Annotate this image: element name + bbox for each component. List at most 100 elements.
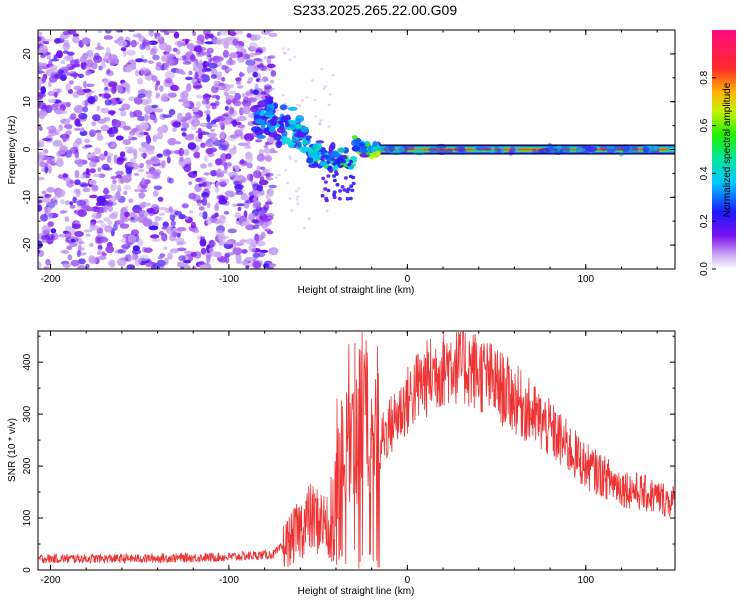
spectrogram-cell xyxy=(206,47,214,54)
spectrogram-cell xyxy=(82,106,89,113)
spectrogram-cell xyxy=(396,146,405,153)
spectrogram-cell xyxy=(293,133,300,137)
spectrogram-cell xyxy=(129,131,136,136)
spectrogram-cell xyxy=(220,130,226,140)
spectrogram-cell xyxy=(182,61,192,65)
spectrogram-cell xyxy=(44,193,52,198)
spectrogram-cell xyxy=(332,193,336,197)
spectrogram-cell xyxy=(62,50,69,54)
spectrogram-cell xyxy=(202,181,207,187)
spectrogram-cell xyxy=(201,191,210,198)
spectrogram-cell xyxy=(179,156,184,163)
spectrogram-cell xyxy=(131,164,139,168)
spectrogram-cell xyxy=(128,211,137,218)
spectrogram-cell xyxy=(65,231,72,240)
spectrogram-cell xyxy=(73,210,78,214)
spectrogram-cell xyxy=(148,225,159,231)
spectrogram-cell xyxy=(263,56,268,60)
spectrogram-cell xyxy=(46,187,55,193)
spectrogram-cell xyxy=(221,113,229,118)
spectrogram-cell xyxy=(228,90,237,95)
spectrogram-cell xyxy=(127,234,137,243)
spectrogram-cell xyxy=(103,117,111,122)
spectrogram-cell xyxy=(164,77,173,84)
spectrogram-cell xyxy=(334,170,339,174)
spectrogram-cell xyxy=(57,174,65,179)
spectrogram-cell xyxy=(178,147,184,157)
spectrogram-cell xyxy=(97,132,102,139)
spectrogram-cell xyxy=(303,226,307,230)
snr-frame xyxy=(37,330,676,571)
spectrogram-cell xyxy=(263,84,272,90)
spectrogram-cell xyxy=(173,211,183,216)
spectrogram-cell xyxy=(196,94,204,99)
spectrogram-cell xyxy=(185,76,193,81)
spectrogram-cell xyxy=(166,226,175,235)
spectrogram-cell xyxy=(115,170,124,176)
spectrogram-cell xyxy=(509,146,516,155)
spectrogram-cell xyxy=(147,60,154,64)
spectrogram-cell xyxy=(163,246,168,250)
spectrogram-cell xyxy=(137,78,144,85)
spectrogram-cell xyxy=(73,188,81,194)
spectrogram-cell xyxy=(191,118,201,127)
spectrogram-cell xyxy=(205,142,212,147)
spectrogram-cell xyxy=(139,43,146,50)
spectrogram-cell xyxy=(336,161,341,166)
spectrogram-cell xyxy=(183,259,192,264)
spectrogram-cell xyxy=(281,94,285,97)
spectrogram-cell xyxy=(173,31,180,39)
spectrogram-cell xyxy=(237,176,248,183)
spectrogram-cell xyxy=(224,252,234,256)
spectrogram-cell xyxy=(74,230,84,238)
spectrogram-cell xyxy=(89,242,94,248)
spectrogram-cell xyxy=(119,223,130,229)
spectrogram-cell xyxy=(140,184,148,189)
spectrogram-cell xyxy=(321,154,330,159)
spectrogram-cell xyxy=(332,162,337,166)
spectrogram-cell xyxy=(208,239,215,248)
spectrogram-cell xyxy=(177,40,183,48)
spectrogram-cell xyxy=(78,182,89,187)
spectrogram-cell xyxy=(274,176,278,179)
spectrogram-cell xyxy=(121,175,131,179)
spectrogram-cell xyxy=(104,99,112,106)
y-tick-label: -10 xyxy=(22,190,33,205)
spectrogram-cell xyxy=(446,148,453,153)
spectrogram-cell xyxy=(76,161,84,168)
spectrogram-cell xyxy=(377,147,385,152)
snr-panel: -200 -100 0 100 0 100 200 300 400 Height of str… xyxy=(7,330,676,597)
snr-x-axis: -200 -100 0 100 xyxy=(40,331,658,586)
spectrogram-cell xyxy=(134,258,142,267)
spectrogram-cell xyxy=(258,210,265,217)
spectrogram-cell xyxy=(87,96,96,105)
colorbar-label: Normalized spectral amplitude xyxy=(722,82,733,217)
spectrogram-cell xyxy=(258,166,266,170)
spectrogram-cell xyxy=(219,181,227,188)
spectrogram-cell xyxy=(192,107,199,113)
spectrogram-cell xyxy=(64,200,70,206)
colorbar-tick-label: 0.0 xyxy=(699,262,710,276)
spectrogram-cell xyxy=(199,122,209,127)
spectrogram-cell xyxy=(152,134,158,143)
spectrogram-cell xyxy=(135,69,139,77)
spectrogram-cell xyxy=(47,90,56,97)
spectrogram-cell xyxy=(199,264,208,269)
spectrogram-cell xyxy=(117,248,127,254)
x-tick-label: -100 xyxy=(219,575,239,586)
spectrogram-cell xyxy=(210,170,218,177)
spectrogram-cell xyxy=(200,142,206,148)
spectrogram-cell xyxy=(162,114,173,118)
spectrogram-cell xyxy=(260,121,266,130)
spectrogram-cell xyxy=(178,214,186,220)
spectrogram-cell xyxy=(248,213,256,220)
spectrogram-cell xyxy=(267,97,274,105)
spectrogram-cell xyxy=(213,251,222,258)
spectrogram-cell xyxy=(70,259,80,267)
spectrogram-cell xyxy=(314,115,318,118)
spectrogram-cell xyxy=(228,52,238,59)
spectrogram-cell xyxy=(161,54,168,62)
spectrogram-cell xyxy=(193,151,201,159)
spectrogram-cell xyxy=(151,238,161,242)
spectrogram-x-label: Height of straight line (km) xyxy=(298,285,415,296)
